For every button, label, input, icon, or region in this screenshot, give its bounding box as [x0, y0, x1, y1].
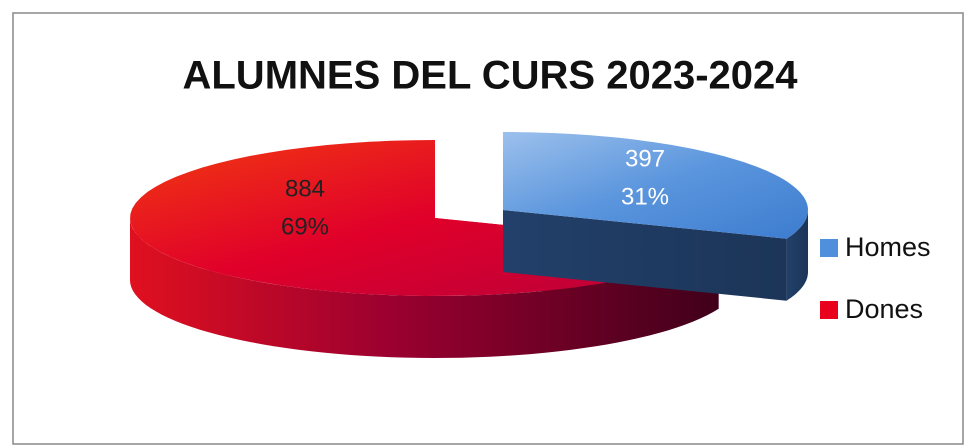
slice-side	[130, 218, 719, 358]
legend-label: Homes	[845, 232, 931, 262]
data-label: 397	[625, 145, 665, 172]
chart-title: ALUMNES DEL CURS 2023-2024	[182, 54, 798, 98]
slice-face	[503, 210, 787, 301]
data-label: 69%	[281, 213, 329, 240]
legend-swatch	[820, 301, 838, 319]
legend-label: Dones	[845, 294, 923, 324]
slice	[503, 132, 808, 239]
legend-swatch	[820, 239, 838, 257]
slice-side	[786, 210, 808, 301]
data-label: 31%	[621, 183, 669, 210]
data-label: 884	[285, 175, 325, 202]
